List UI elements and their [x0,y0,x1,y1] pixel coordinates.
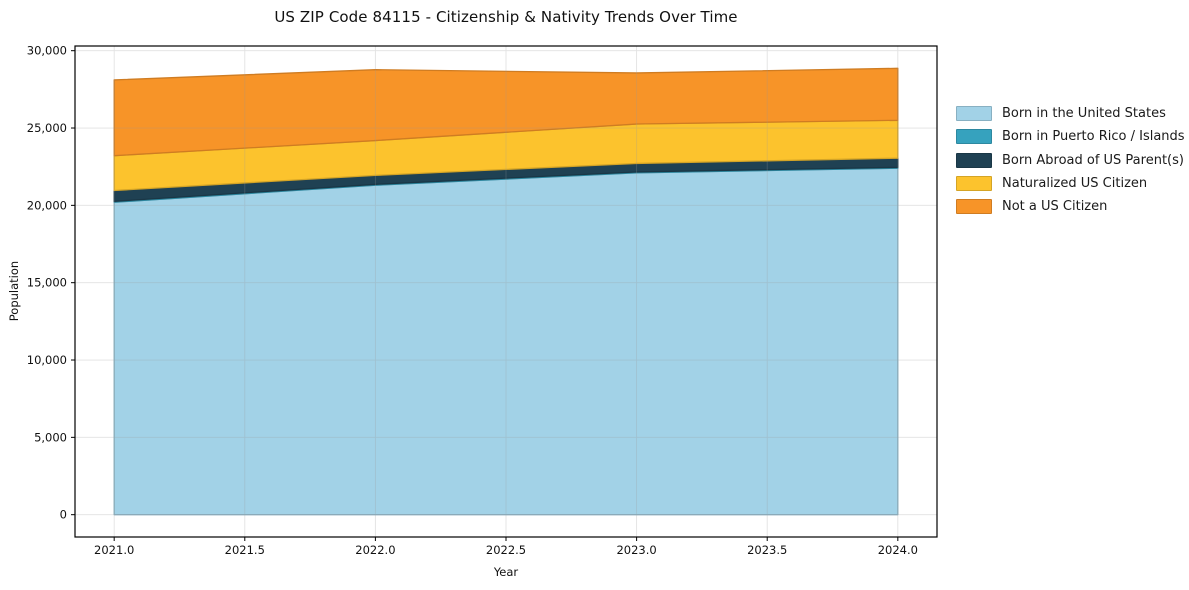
x-tick-label: 2023.0 [616,543,656,557]
area-not-a-us-citizen [113,67,899,157]
legend-item-naturalized-us-citizen: Naturalized US Citizen [956,172,1188,195]
y-tick-label: 30,000 [27,44,67,58]
y-tick-label: 15,000 [27,276,67,290]
legend-label: Born in the United States [1002,106,1166,122]
legend-swatch-naturalized-us-citizen [956,176,992,192]
x-tick-label: 2021.0 [94,543,134,557]
x-axis-label: Year [493,565,519,579]
x-tick-label: 2022.5 [486,543,526,557]
y-tick-label: 0 [60,508,67,522]
x-tick-label: 2022.0 [355,543,395,557]
legend-item-born-abroad-of-us-parent-s: Born Abroad of US Parent(s) [956,149,1188,172]
y-tick-label: 25,000 [27,121,67,135]
y-tick-label: 20,000 [27,198,67,212]
legend-swatch-born-in-puerto-rico-islands [956,129,992,145]
x-tick-label: 2024.0 [878,543,918,557]
y-tick-label: 10,000 [27,353,67,367]
legend-item-born-in-the-united-states: Born in the United States [956,102,1188,125]
x-tick-label: 2023.5 [747,543,787,557]
gridlines [75,46,937,537]
x-tick-label: 2021.5 [225,543,265,557]
legend-swatch-not-a-us-citizen [956,199,992,215]
chart-title: US ZIP Code 84115 - Citizenship & Nativi… [274,8,738,26]
axes: 2021.0 2021.5 2022.0 2022.5 2023.0 2023.5 2024… [27,44,918,557]
y-tick-label: 5,000 [34,430,67,444]
legend-label: Not a US Citizen [1002,199,1108,215]
legend-swatch-born-in-the-united-states [956,106,992,122]
legend-label: Naturalized US Citizen [1002,176,1148,192]
legend-label: Born Abroad of US Parent(s) [1002,152,1184,168]
legend-item-born-in-puerto-rico-islands: Born in Puerto Rico / Islands [956,125,1188,148]
plot-area-series [113,67,899,516]
y-axis-label: Population [7,260,21,322]
legend: Born in the United States Born in Puerto … [956,102,1188,218]
legend-swatch-born-abroad-of-us-parent-s [956,152,992,168]
legend-item-not-a-us-citizen: Not a US Citizen [956,195,1188,218]
legend-label: Born in Puerto Rico / Islands [1002,129,1185,145]
